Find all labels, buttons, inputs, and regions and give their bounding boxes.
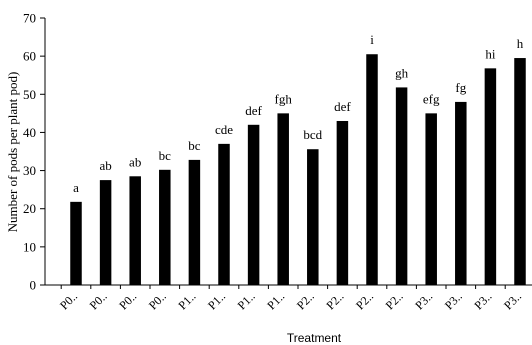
bar xyxy=(129,176,141,285)
bar xyxy=(277,113,289,285)
x-tick-label: P3.. xyxy=(501,289,524,312)
y-tick-label: 40 xyxy=(23,125,36,140)
bar xyxy=(188,159,201,285)
x-tick-label: P0.. xyxy=(146,289,169,312)
bar xyxy=(336,120,349,285)
x-tick-label: P0.. xyxy=(116,289,139,312)
significance-label: gh xyxy=(395,65,409,80)
bar xyxy=(366,54,378,285)
x-tick-label: P3.. xyxy=(471,289,494,312)
x-axis: P0.. P0.. P0.. P0.. P1.. P1.. P1.. P1.. P2.. P2..… xyxy=(45,284,532,312)
bar xyxy=(99,180,112,285)
bar xyxy=(307,149,319,285)
x-tick-label: P2.. xyxy=(383,289,406,312)
y-tick-label: 10 xyxy=(23,239,36,254)
significance-label: fg xyxy=(455,80,466,95)
significance-label: h xyxy=(517,36,524,51)
x-axis-title: Treatment xyxy=(287,331,342,345)
bars xyxy=(70,54,526,286)
y-tick-label: 70 xyxy=(23,11,36,26)
bar xyxy=(218,143,230,285)
x-tick-label: P1.. xyxy=(264,289,287,312)
bar xyxy=(425,113,437,285)
bar xyxy=(70,201,82,285)
y-tick-label: 30 xyxy=(23,163,36,178)
bar xyxy=(159,169,171,285)
significance-label: def xyxy=(334,99,351,114)
significance-label: bc xyxy=(188,138,201,153)
y-tick-label: 50 xyxy=(23,87,36,102)
y-axis: 0 10 20 30 40 50 60 70 xyxy=(23,11,46,293)
significance-label: ab xyxy=(99,158,111,173)
x-tick-label: P0.. xyxy=(87,289,110,312)
significance-label: bcd xyxy=(303,127,322,142)
significance-label: ab xyxy=(129,154,141,169)
x-tick-label: P3.. xyxy=(442,289,465,312)
y-axis-title: Number of pods per plant pod) xyxy=(5,72,20,233)
x-tick-label: P3.. xyxy=(412,289,435,312)
significance-label: def xyxy=(245,103,262,118)
significance-label: i xyxy=(370,32,374,47)
bar xyxy=(247,124,260,285)
x-tick-label: P1.. xyxy=(175,289,198,312)
bar xyxy=(395,87,408,285)
x-tick-label: P2.. xyxy=(294,289,317,312)
x-tick-label: P0.. xyxy=(57,289,80,312)
x-tick-label: P1.. xyxy=(235,289,258,312)
bar xyxy=(484,68,497,285)
y-tick-label: 60 xyxy=(23,49,36,64)
bar xyxy=(514,58,526,285)
bar xyxy=(455,101,467,286)
y-tick-label: 0 xyxy=(30,278,37,293)
x-tick-label: P1.. xyxy=(205,289,228,312)
y-tick-label: 20 xyxy=(23,201,36,216)
significance-label: cde xyxy=(215,122,233,137)
significance-label: bc xyxy=(159,148,172,163)
significance-label: fgh xyxy=(275,91,293,106)
x-tick-label: P2.. xyxy=(353,289,376,312)
x-tick-label: P2.. xyxy=(323,289,346,312)
significance-label: a xyxy=(73,180,79,195)
significance-label: hi xyxy=(485,46,496,61)
significance-label: efg xyxy=(423,91,440,106)
